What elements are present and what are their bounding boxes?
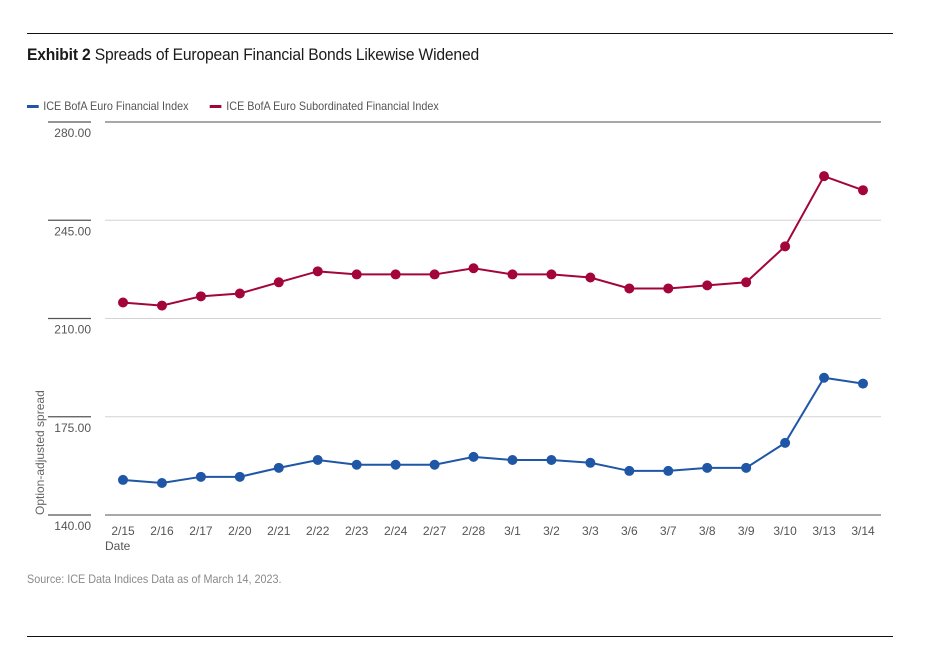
x-tick-label: 2/20 — [228, 524, 252, 538]
data-point — [312, 266, 323, 277]
data-point — [118, 474, 128, 485]
x-tick-label: 3/7 — [660, 524, 677, 538]
data-point — [819, 171, 830, 182]
x-tick-label: 3/1 — [504, 524, 521, 538]
x-axis-label: Date — [105, 539, 131, 553]
data-point — [156, 300, 167, 311]
x-tick-label: 2/23 — [345, 524, 369, 538]
data-point — [118, 297, 128, 308]
x-tick-label: 3/6 — [621, 524, 638, 538]
data-point — [858, 378, 868, 389]
legend-swatch-subordinated — [210, 104, 222, 108]
data-point — [390, 269, 401, 280]
y-tick-label: 280.00 — [54, 126, 91, 140]
data-point — [819, 372, 830, 383]
y-tick-label: 245.00 — [54, 224, 91, 238]
x-tick-label: 3/13 — [812, 524, 836, 538]
x-tick-label: 3/3 — [582, 524, 599, 538]
source-note: Source: ICE Data Indices Data as of Marc… — [27, 572, 282, 586]
y-axis-label: Option-adjusted spread — [33, 390, 47, 515]
title-text: Spreads of European Financial Bonds Like… — [94, 45, 479, 64]
data-point — [702, 462, 713, 473]
x-tick-label: 2/21 — [267, 524, 291, 538]
legend: ICE BofA Euro Financial Index ICE BofA E… — [27, 99, 460, 113]
series-1 — [118, 171, 868, 311]
legend-item-subordinated: ICE BofA Euro Subordinated Financial Ind… — [210, 99, 439, 113]
data-point — [663, 465, 674, 476]
legend-label-financial: ICE BofA Euro Financial Index — [43, 99, 189, 113]
y-tick-label: 175.00 — [54, 421, 91, 435]
data-point — [624, 465, 635, 476]
x-tick-label: 2/24 — [384, 524, 408, 538]
data-point — [702, 280, 713, 291]
data-point — [741, 277, 752, 288]
x-tick-label: 3/14 — [851, 524, 875, 538]
data-point — [468, 451, 479, 462]
data-point — [858, 185, 868, 196]
data-point — [234, 288, 245, 299]
data-point — [351, 459, 362, 470]
data-point — [780, 241, 791, 252]
legend-label-subordinated: ICE BofA Euro Subordinated Financial Ind… — [226, 99, 439, 113]
series-0 — [118, 372, 868, 488]
data-point — [273, 462, 284, 473]
data-point — [234, 471, 245, 482]
data-point — [195, 291, 206, 302]
data-point — [585, 457, 596, 468]
data-point — [741, 462, 752, 473]
data-point — [507, 269, 518, 280]
data-point — [390, 459, 401, 470]
data-point — [780, 437, 791, 448]
y-tick-label: 210.00 — [54, 323, 91, 337]
data-point — [624, 283, 635, 294]
gridlines — [105, 121, 881, 516]
bottom-rule — [27, 636, 893, 637]
x-tick-label: 2/27 — [423, 524, 447, 538]
data-point — [468, 263, 479, 274]
data-point — [663, 283, 674, 294]
top-rule — [27, 33, 893, 34]
x-tick-label: 2/15 — [111, 524, 135, 538]
x-tick-label: 3/8 — [699, 524, 716, 538]
x-tick-label: 2/16 — [150, 524, 174, 538]
data-point — [351, 269, 362, 280]
data-point — [156, 477, 167, 488]
data-point — [312, 454, 323, 465]
x-axis-ticks: 2/15 2/16 2/17 2/20 2/21 2/22 2/23 2/24 2/27 2/28… — [111, 524, 875, 538]
y-tick-label: 140.00 — [54, 519, 91, 533]
series-line — [122, 376, 864, 485]
x-tick-label: 3/10 — [773, 524, 797, 538]
data-point — [546, 269, 557, 280]
data-point — [546, 454, 557, 465]
data-point — [273, 277, 284, 288]
y-axis-ticks: 140.00 175.00 210.00 245.00 280.00 — [48, 121, 91, 533]
data-point — [195, 471, 206, 482]
series-line — [122, 174, 864, 307]
x-tick-label: 2/22 — [306, 524, 330, 538]
data-point — [507, 454, 518, 465]
exhibit-label: Exhibit 2 — [27, 45, 91, 64]
data-point — [585, 272, 596, 283]
data-point — [429, 459, 440, 470]
x-tick-label: 2/28 — [462, 524, 486, 538]
x-tick-label: 3/9 — [738, 524, 755, 538]
chart-title: Exhibit 2 Spreads of European Financial … — [27, 45, 479, 65]
legend-item-financial: ICE BofA Euro Financial Index — [27, 99, 188, 113]
series-group — [118, 171, 868, 488]
legend-swatch-financial — [27, 104, 39, 108]
data-point — [429, 269, 440, 280]
x-tick-label: 2/17 — [189, 524, 213, 538]
x-tick-label: 3/2 — [543, 524, 560, 538]
